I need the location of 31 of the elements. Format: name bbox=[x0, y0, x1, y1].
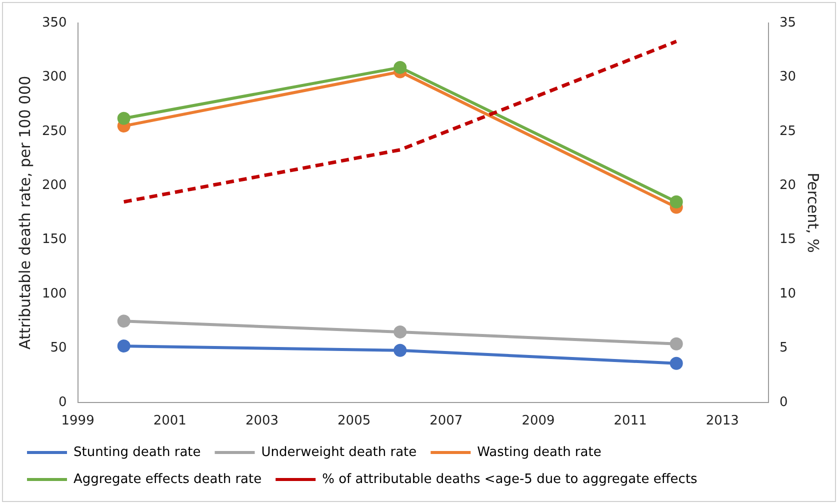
x-tick-label: 2005 bbox=[338, 414, 371, 429]
y2-axis-title: Percent, % bbox=[804, 172, 822, 253]
y-tick-label: 300 bbox=[42, 70, 67, 85]
legend-label: Stunting death rate bbox=[74, 444, 201, 460]
x-tick-label: 2007 bbox=[430, 414, 463, 429]
y2-tick-label: 5 bbox=[779, 340, 788, 356]
y-tick-label: 0 bbox=[58, 394, 67, 410]
legend-label: % of attributable deaths <age-5 due to aggregate effects bbox=[322, 472, 698, 487]
x-tick-label: 2013 bbox=[706, 414, 739, 429]
x-tick-label: 2011 bbox=[614, 414, 647, 429]
y2-tick-label: 25 bbox=[779, 124, 796, 139]
y2-tick-label: 0 bbox=[779, 394, 788, 410]
legend-label: Wasting death rate bbox=[477, 444, 602, 460]
y-axis-title: Attributable death rate, per 100 000 bbox=[16, 76, 34, 350]
y-tick-label: 200 bbox=[42, 178, 67, 193]
x-tick-label: 2001 bbox=[153, 414, 186, 429]
legend-label: Aggregate effects death rate bbox=[74, 472, 262, 487]
y2-tick-label: 20 bbox=[779, 178, 796, 193]
y2-tick-label: 35 bbox=[779, 15, 796, 30]
x-tick-label: 2009 bbox=[522, 414, 555, 429]
y2-tick-label: 15 bbox=[779, 232, 796, 248]
y-tick-label: 100 bbox=[42, 286, 67, 302]
x-tick-label: 1999 bbox=[61, 414, 94, 429]
legend-label: Underweight death rate bbox=[261, 444, 417, 460]
x-tick-label: 2003 bbox=[245, 414, 279, 429]
y-tick-label: 350 bbox=[42, 15, 67, 30]
y-tick-label: 50 bbox=[50, 340, 67, 356]
y2-tick-label: 30 bbox=[779, 70, 796, 85]
y2-tick-label: 10 bbox=[779, 286, 796, 302]
y-tick-label: 150 bbox=[42, 232, 67, 248]
y-tick-label: 250 bbox=[42, 124, 67, 139]
